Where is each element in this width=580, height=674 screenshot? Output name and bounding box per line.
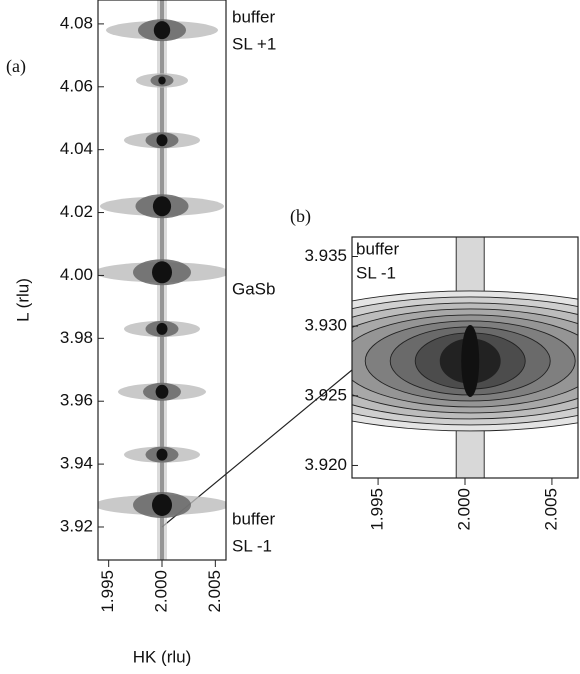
- x-tick-label: 2.000: [151, 570, 170, 613]
- plot-frame: [351, 236, 579, 479]
- annotation: GaSb: [232, 279, 275, 298]
- y-tick-label: 3.935: [304, 246, 347, 265]
- x-axis-title: HK (rlu): [133, 647, 192, 666]
- y-tick-label: 3.92: [60, 516, 93, 535]
- x-tick-label: 2.005: [541, 488, 560, 531]
- annotation: SL +1: [232, 34, 276, 53]
- y-tick-label: 3.920: [304, 455, 347, 474]
- y-tick-label: 3.98: [60, 328, 93, 347]
- y-tick-label: 3.930: [304, 316, 347, 335]
- peak-core: [153, 21, 171, 40]
- panel-label: (b): [290, 206, 311, 227]
- x-tick-label: 2.005: [205, 570, 224, 613]
- x-tick-label: 1.995: [98, 570, 117, 613]
- y-tick-label: 4.04: [60, 139, 93, 158]
- peak-core: [156, 448, 168, 461]
- y-tick-label: 3.96: [60, 391, 93, 410]
- peak-core: [461, 324, 480, 397]
- y-tick-label: 4.06: [60, 76, 93, 95]
- y-tick-label: 4.08: [60, 13, 93, 32]
- y-axis-title: L (rlu): [13, 278, 32, 322]
- annotation: SL -1: [356, 263, 396, 282]
- map: [98, 0, 226, 560]
- plot-frame: [97, 0, 227, 561]
- x-tick-label: 2.000: [454, 488, 473, 531]
- y-tick-label: 4.00: [60, 265, 93, 284]
- map: [352, 237, 578, 478]
- peak-core: [155, 384, 169, 399]
- peak-core: [152, 261, 172, 284]
- y-tick-label: 3.925: [304, 385, 347, 404]
- x-tick-label: 1.995: [368, 488, 387, 531]
- peak-core: [156, 322, 168, 335]
- panel-label: (a): [6, 56, 26, 77]
- y-tick-label: 4.02: [60, 202, 93, 221]
- y-tick-label: 3.94: [60, 454, 93, 473]
- peak-core: [158, 76, 166, 85]
- peak-core: [152, 196, 172, 217]
- peak-core: [152, 493, 172, 516]
- annotation: buffer: [232, 7, 276, 26]
- annotation: SL -1: [232, 536, 272, 555]
- annotation: buffer: [232, 509, 276, 528]
- peak-core: [156, 134, 168, 147]
- annotation: buffer: [356, 239, 400, 258]
